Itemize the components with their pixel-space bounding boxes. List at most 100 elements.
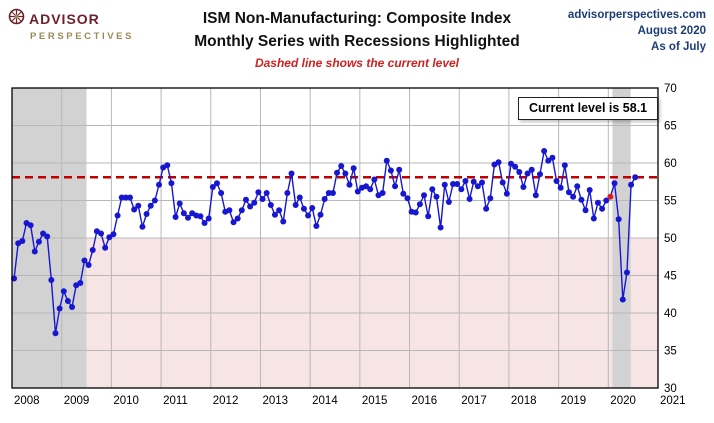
ism-chart: 30 35 40 45 50 55 60 65 70 2008 2009 2010 2011 2012 20… — [11, 83, 686, 407]
data-point — [379, 190, 386, 196]
data-point — [122, 194, 129, 201]
data-point — [623, 269, 630, 276]
data-point — [305, 212, 312, 219]
chart-title-line2: Monthly Series with Recessions Highlight… — [194, 33, 520, 50]
data-point — [495, 159, 502, 166]
data-point — [300, 205, 307, 212]
data-point — [69, 304, 76, 310]
data-point — [89, 247, 96, 253]
data-point — [98, 230, 105, 237]
data-point — [106, 234, 113, 241]
data-point — [292, 202, 299, 208]
data-point — [238, 207, 245, 214]
data-point — [520, 184, 527, 190]
data-point — [164, 162, 171, 169]
data-point — [218, 190, 225, 196]
data-point — [338, 163, 345, 169]
highlighted-data-point — [607, 193, 614, 200]
x-tick-label: 2010 — [113, 395, 139, 407]
publication-date: August 2020 — [637, 25, 706, 37]
x-tick-label: 2017 — [461, 395, 487, 407]
data-point — [512, 163, 519, 170]
data-point — [284, 190, 291, 196]
data-point — [329, 190, 336, 196]
data-point — [321, 196, 328, 202]
data-point — [131, 206, 138, 213]
data-point — [176, 200, 183, 207]
data-point — [441, 181, 448, 188]
data-point — [56, 305, 63, 312]
x-tick-label: 2008 — [14, 395, 40, 407]
x-tick-label: 2009 — [64, 395, 90, 407]
y-tick-label: 30 — [664, 383, 677, 395]
data-point — [553, 178, 560, 184]
data-point — [404, 195, 411, 202]
y-tick-label: 55 — [664, 196, 677, 208]
chart-title-line1: ISM Non-Manufacturing: Composite Index — [202, 10, 512, 27]
y-tick-label: 45 — [664, 271, 677, 283]
data-point — [309, 205, 316, 211]
data-point — [114, 212, 121, 219]
logo-perspectives-text: PERSPECTIVES — [30, 31, 135, 42]
data-point — [416, 201, 423, 208]
data-point — [387, 167, 394, 174]
data-point — [499, 179, 506, 186]
data-point — [487, 195, 494, 202]
data-point — [31, 248, 38, 255]
data-point — [139, 223, 146, 230]
data-point — [317, 211, 324, 218]
x-tick-label: 2016 — [412, 395, 438, 407]
data-point — [445, 199, 452, 205]
plot-border — [11, 87, 659, 389]
data-point — [135, 202, 142, 209]
data-point — [367, 186, 374, 193]
current-level-callout: Current level is 58.1 — [518, 97, 659, 120]
data-point — [213, 180, 220, 187]
data-point — [48, 277, 55, 283]
data-point — [433, 193, 440, 200]
data-point — [528, 166, 535, 173]
data-point — [197, 213, 204, 220]
chart-subtitle-note: Dashed line shows the current level — [254, 56, 460, 70]
data-point — [541, 148, 548, 154]
data-point — [168, 180, 175, 187]
data-point — [205, 215, 212, 222]
data-point — [632, 174, 639, 181]
data-point — [474, 183, 481, 190]
data-point — [334, 169, 341, 176]
data-point — [619, 296, 626, 303]
data-point — [557, 184, 564, 191]
site-link[interactable]: advisorperspectives.com — [567, 9, 706, 21]
data-point — [470, 178, 477, 185]
data-point — [561, 162, 568, 169]
data-point — [565, 189, 572, 196]
data-point — [549, 154, 556, 161]
data-point — [242, 196, 249, 203]
logo-advisor-text: ADVISOR — [29, 11, 100, 27]
y-tick-label: 60 — [664, 158, 677, 170]
compass-logo-icon — [8, 8, 25, 30]
data-point — [251, 199, 258, 206]
data-point — [230, 219, 237, 226]
data-point — [578, 196, 585, 203]
x-tick-label: 2021 — [660, 395, 686, 407]
data-point — [151, 197, 158, 204]
data-point — [503, 190, 510, 197]
data-point — [532, 192, 539, 199]
x-tick-label: 2015 — [362, 395, 388, 407]
data-point — [574, 183, 581, 190]
data-point — [259, 196, 266, 202]
y-tick-label: 35 — [664, 346, 677, 358]
data-point — [234, 215, 241, 222]
x-tick-label: 2012 — [213, 395, 239, 407]
data-point — [425, 213, 432, 220]
data-point — [586, 187, 593, 193]
data-point — [27, 222, 34, 229]
as-of-label: As of July — [651, 41, 706, 53]
data-point — [392, 183, 399, 190]
data-point — [570, 193, 577, 200]
data-point — [143, 211, 150, 217]
data-point — [516, 169, 523, 175]
x-tick-label: 2014 — [312, 395, 338, 407]
